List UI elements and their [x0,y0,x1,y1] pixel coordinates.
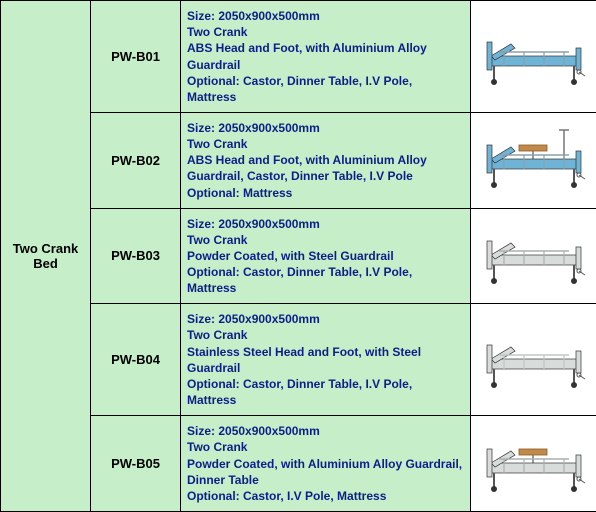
table-row: PW-B02Size: 2050x900x500mmTwo CrankABS H… [1,113,596,209]
description-cell: Size: 2050x900x500mmTwo CrankABS Head an… [181,1,471,113]
table-row: Two Crank BedPW-B01Size: 2050x900x500mmT… [1,1,596,113]
model-cell: PW-B01 [91,1,181,113]
model-cell: PW-B04 [91,304,181,416]
model-cell: PW-B02 [91,113,181,209]
product-image-cell [471,113,596,209]
product-image-cell [471,1,596,113]
spec-table: Two Crank BedPW-B01Size: 2050x900x500mmT… [0,0,596,512]
table-row: PW-B04Size: 2050x900x500mmTwo CrankStain… [1,304,596,416]
model-cell: PW-B03 [91,208,181,304]
table-row: PW-B03Size: 2050x900x500mmTwo CrankPowde… [1,208,596,304]
description-cell: Size: 2050x900x500mmTwo CrankPowder Coat… [181,416,471,512]
model-cell: PW-B05 [91,416,181,512]
category-cell: Two Crank Bed [1,1,91,512]
product-image-cell [471,208,596,304]
description-cell: Size: 2050x900x500mmTwo CrankPowder Coat… [181,208,471,304]
description-cell: Size: 2050x900x500mmTwo CrankStainless S… [181,304,471,416]
product-image-cell [471,416,596,512]
description-cell: Size: 2050x900x500mmTwo CrankABS Head an… [181,113,471,209]
table-row: PW-B05Size: 2050x900x500mmTwo CrankPowde… [1,416,596,512]
product-image-cell [471,304,596,416]
